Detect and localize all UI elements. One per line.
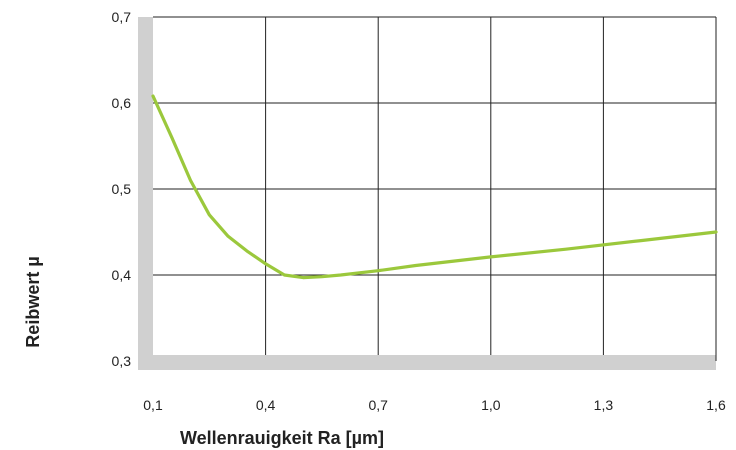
grid-lines <box>153 17 716 361</box>
x-tick-labels: 0,1 0,4 0,7 1,0 1,3 1,6 <box>143 397 726 413</box>
x-tick-label: 1,6 <box>706 397 726 413</box>
series-line <box>151 94 718 280</box>
y-tick-label: 0,5 <box>112 181 132 197</box>
y-tick-label: 0,4 <box>112 267 132 283</box>
x-tick-label: 1,3 <box>594 397 614 413</box>
y-tick-label: 0,3 <box>112 353 132 369</box>
y-tick-labels: 0,3 0,4 0,5 0,6 0,7 <box>112 9 132 369</box>
x-tick-label: 1,0 <box>481 397 501 413</box>
x-tick-label: 0,7 <box>368 397 388 413</box>
y-axis-label: Reibwert µ <box>23 256 43 347</box>
axis-bands <box>138 17 716 370</box>
x-axis-label: Wellenrauigkeit Ra [µm] <box>180 428 384 448</box>
y-tick-label: 0,7 <box>112 9 132 25</box>
x-tick-label: 0,4 <box>256 397 276 413</box>
x-tick-label: 0,1 <box>143 397 163 413</box>
x-axis-band <box>138 355 716 370</box>
plot-frame <box>153 16 717 361</box>
y-tick-label: 0,6 <box>112 95 132 111</box>
y-axis-band <box>138 17 153 370</box>
series-group <box>151 94 718 280</box>
